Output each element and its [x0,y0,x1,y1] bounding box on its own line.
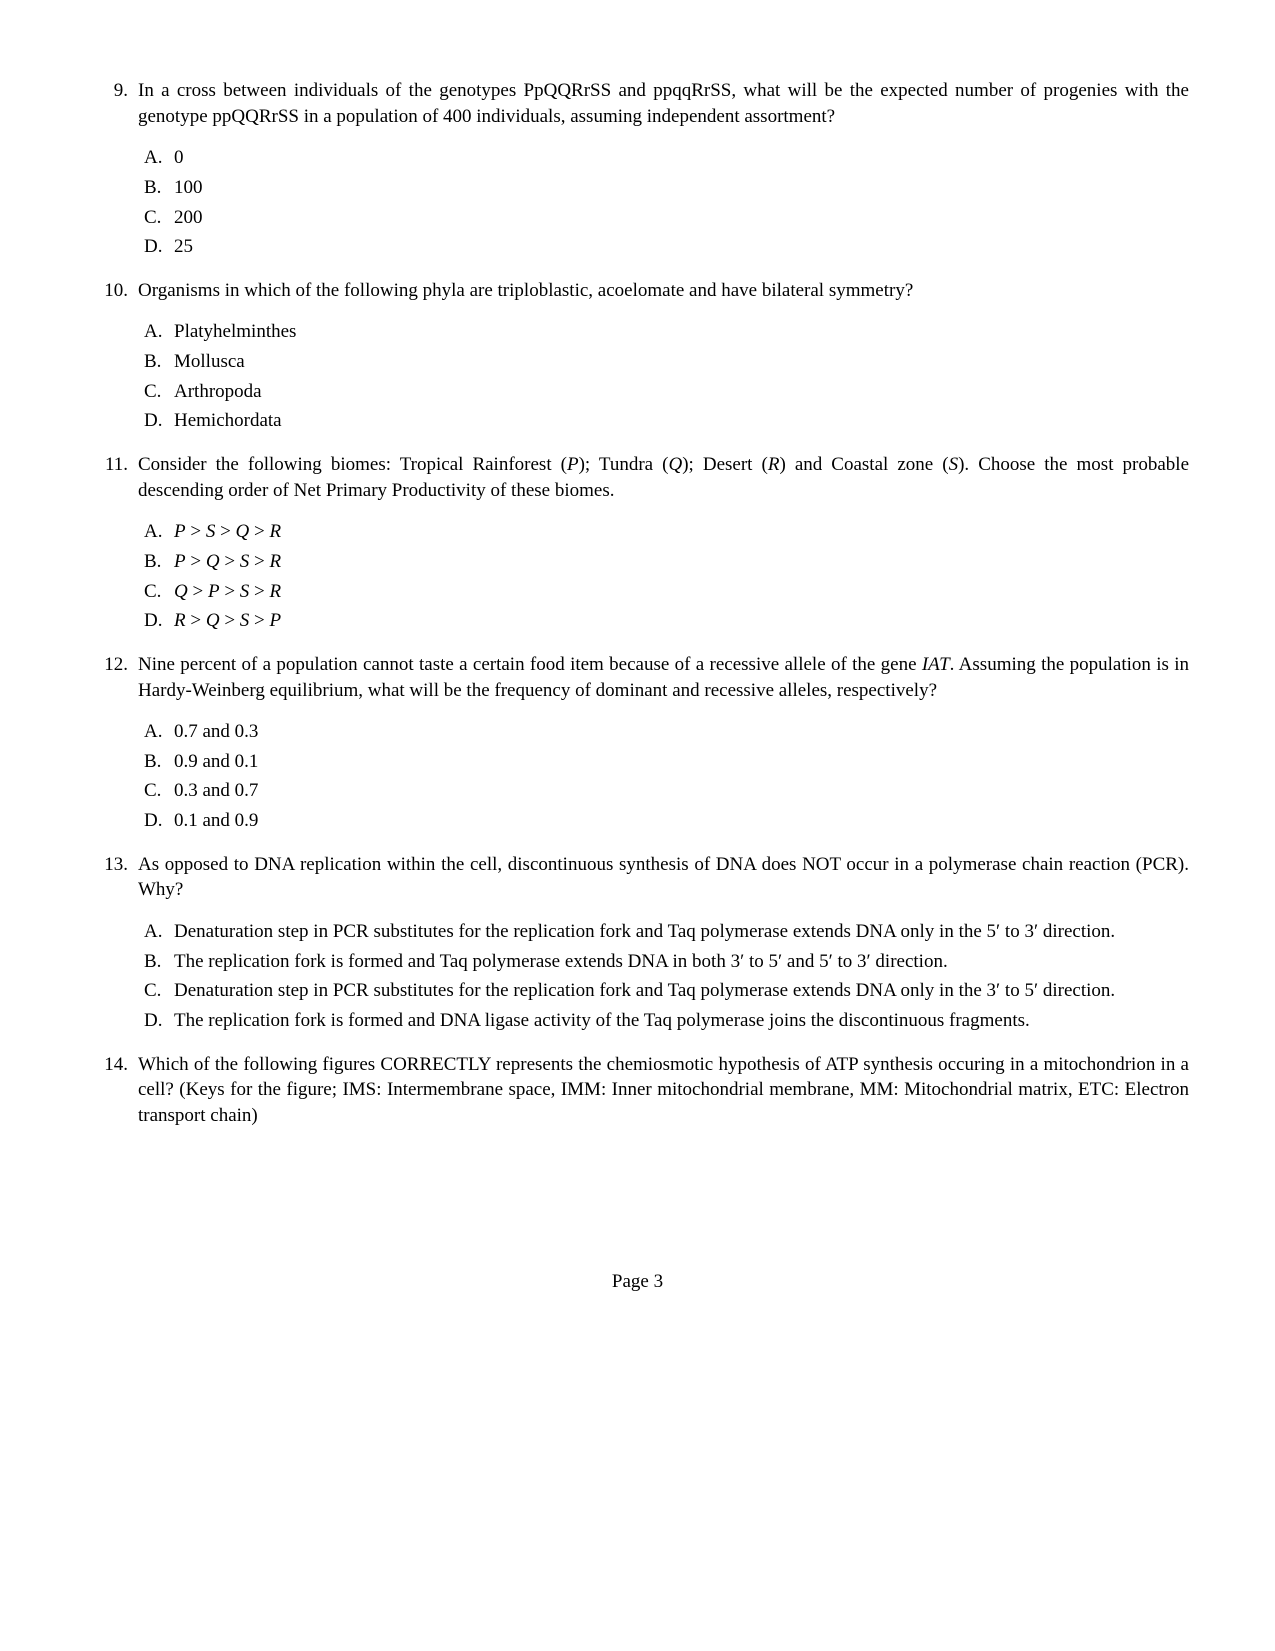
question: 10.Organisms in which of the following p… [86,278,1189,304]
question-number: 11. [86,452,138,503]
choice-text: The replication fork is formed and DNA l… [174,1008,1189,1034]
choice-label: C. [144,379,174,405]
question-number: 12. [86,652,138,703]
choice-text: R > Q > S > P [174,608,1189,634]
choice-text: 200 [174,205,1189,231]
page-content: 9.In a cross between individuals of the … [86,78,1189,1159]
choice: A.0 [144,145,1189,171]
choice-text: Denaturation step in PCR substitutes for… [174,978,1189,1004]
choice: B.100 [144,175,1189,201]
choice: D.0.1 and 0.9 [144,808,1189,834]
choice-label: A. [144,519,174,545]
choice: D.The replication fork is formed and DNA… [144,1008,1189,1034]
choice-text: Hemichordata [174,408,1189,434]
choice: B.P > Q > S > R [144,549,1189,575]
choice-label: C. [144,978,174,1004]
choice: C.Denaturation step in PCR substitutes f… [144,978,1189,1004]
choice-text: Arthropoda [174,379,1189,405]
choice-label: C. [144,205,174,231]
choice-text: Mollusca [174,349,1189,375]
choice-list: A.PlatyhelminthesB.MolluscaC.ArthropodaD… [144,319,1189,434]
question-text: Organisms in which of the following phyl… [138,278,1189,304]
choice-label: D. [144,234,174,260]
choice: B.Mollusca [144,349,1189,375]
choice: C.0.3 and 0.7 [144,778,1189,804]
choice: A.Denaturation step in PCR substitutes f… [144,919,1189,945]
choice-list: A.0B.100C.200D.25 [144,145,1189,260]
choice-text: P > S > Q > R [174,519,1189,545]
choice-list: A.0.7 and 0.3B.0.9 and 0.1C.0.3 and 0.7D… [144,719,1189,834]
choice-label: D. [144,408,174,434]
choice-text: 100 [174,175,1189,201]
choice-label: B. [144,349,174,375]
choice-text: 0 [174,145,1189,171]
choice: A.0.7 and 0.3 [144,719,1189,745]
question-number: 9. [86,78,138,129]
choice: B.The replication fork is formed and Taq… [144,949,1189,975]
choice-label: D. [144,608,174,634]
choice-label: C. [144,579,174,605]
choice-label: D. [144,808,174,834]
question-number: 13. [86,852,138,903]
choice: C.Q > P > S > R [144,579,1189,605]
choice-label: B. [144,549,174,575]
choice-label: B. [144,175,174,201]
question: 9.In a cross between individuals of the … [86,78,1189,129]
choice-text: 0.7 and 0.3 [174,719,1189,745]
choice-label: B. [144,949,174,975]
choice: A.Platyhelminthes [144,319,1189,345]
choice-text: P > Q > S > R [174,549,1189,575]
choice-label: A. [144,145,174,171]
choice-text: 0.1 and 0.9 [174,808,1189,834]
choice-text: 0.3 and 0.7 [174,778,1189,804]
choice: C.200 [144,205,1189,231]
choice: C.Arthropoda [144,379,1189,405]
question: 13.As opposed to DNA replication within … [86,852,1189,903]
choice-text: Platyhelminthes [174,319,1189,345]
choice: D.R > Q > S > P [144,608,1189,634]
question-text: In a cross between individuals of the ge… [138,78,1189,129]
choice-label: A. [144,319,174,345]
choice-label: C. [144,778,174,804]
question-text: Consider the following biomes: Tropical … [138,452,1189,503]
choice-text: Denaturation step in PCR substitutes for… [174,919,1189,945]
question-text: As opposed to DNA replication within the… [138,852,1189,903]
choice-label: D. [144,1008,174,1034]
choice-text: Q > P > S > R [174,579,1189,605]
choice-list: A.P > S > Q > RB.P > Q > S > RC.Q > P > … [144,519,1189,634]
choice-list: A.Denaturation step in PCR substitutes f… [144,919,1189,1034]
choice-text: The replication fork is formed and Taq p… [174,949,1189,975]
question-text: Which of the following figures CORRECTLY… [138,1052,1189,1129]
choice-label: B. [144,749,174,775]
question: 11.Consider the following biomes: Tropic… [86,452,1189,503]
page-footer: Page 3 [86,1269,1189,1295]
question: 14.Which of the following figures CORREC… [86,1052,1189,1129]
question-text: Nine percent of a population cannot tast… [138,652,1189,703]
choice-text: 0.9 and 0.1 [174,749,1189,775]
question-number: 10. [86,278,138,304]
choice-label: A. [144,719,174,745]
choice: A.P > S > Q > R [144,519,1189,545]
question: 12.Nine percent of a population cannot t… [86,652,1189,703]
choice: D.Hemichordata [144,408,1189,434]
question-number: 14. [86,1052,138,1129]
choice: B.0.9 and 0.1 [144,749,1189,775]
choice-label: A. [144,919,174,945]
choice: D.25 [144,234,1189,260]
choice-text: 25 [174,234,1189,260]
